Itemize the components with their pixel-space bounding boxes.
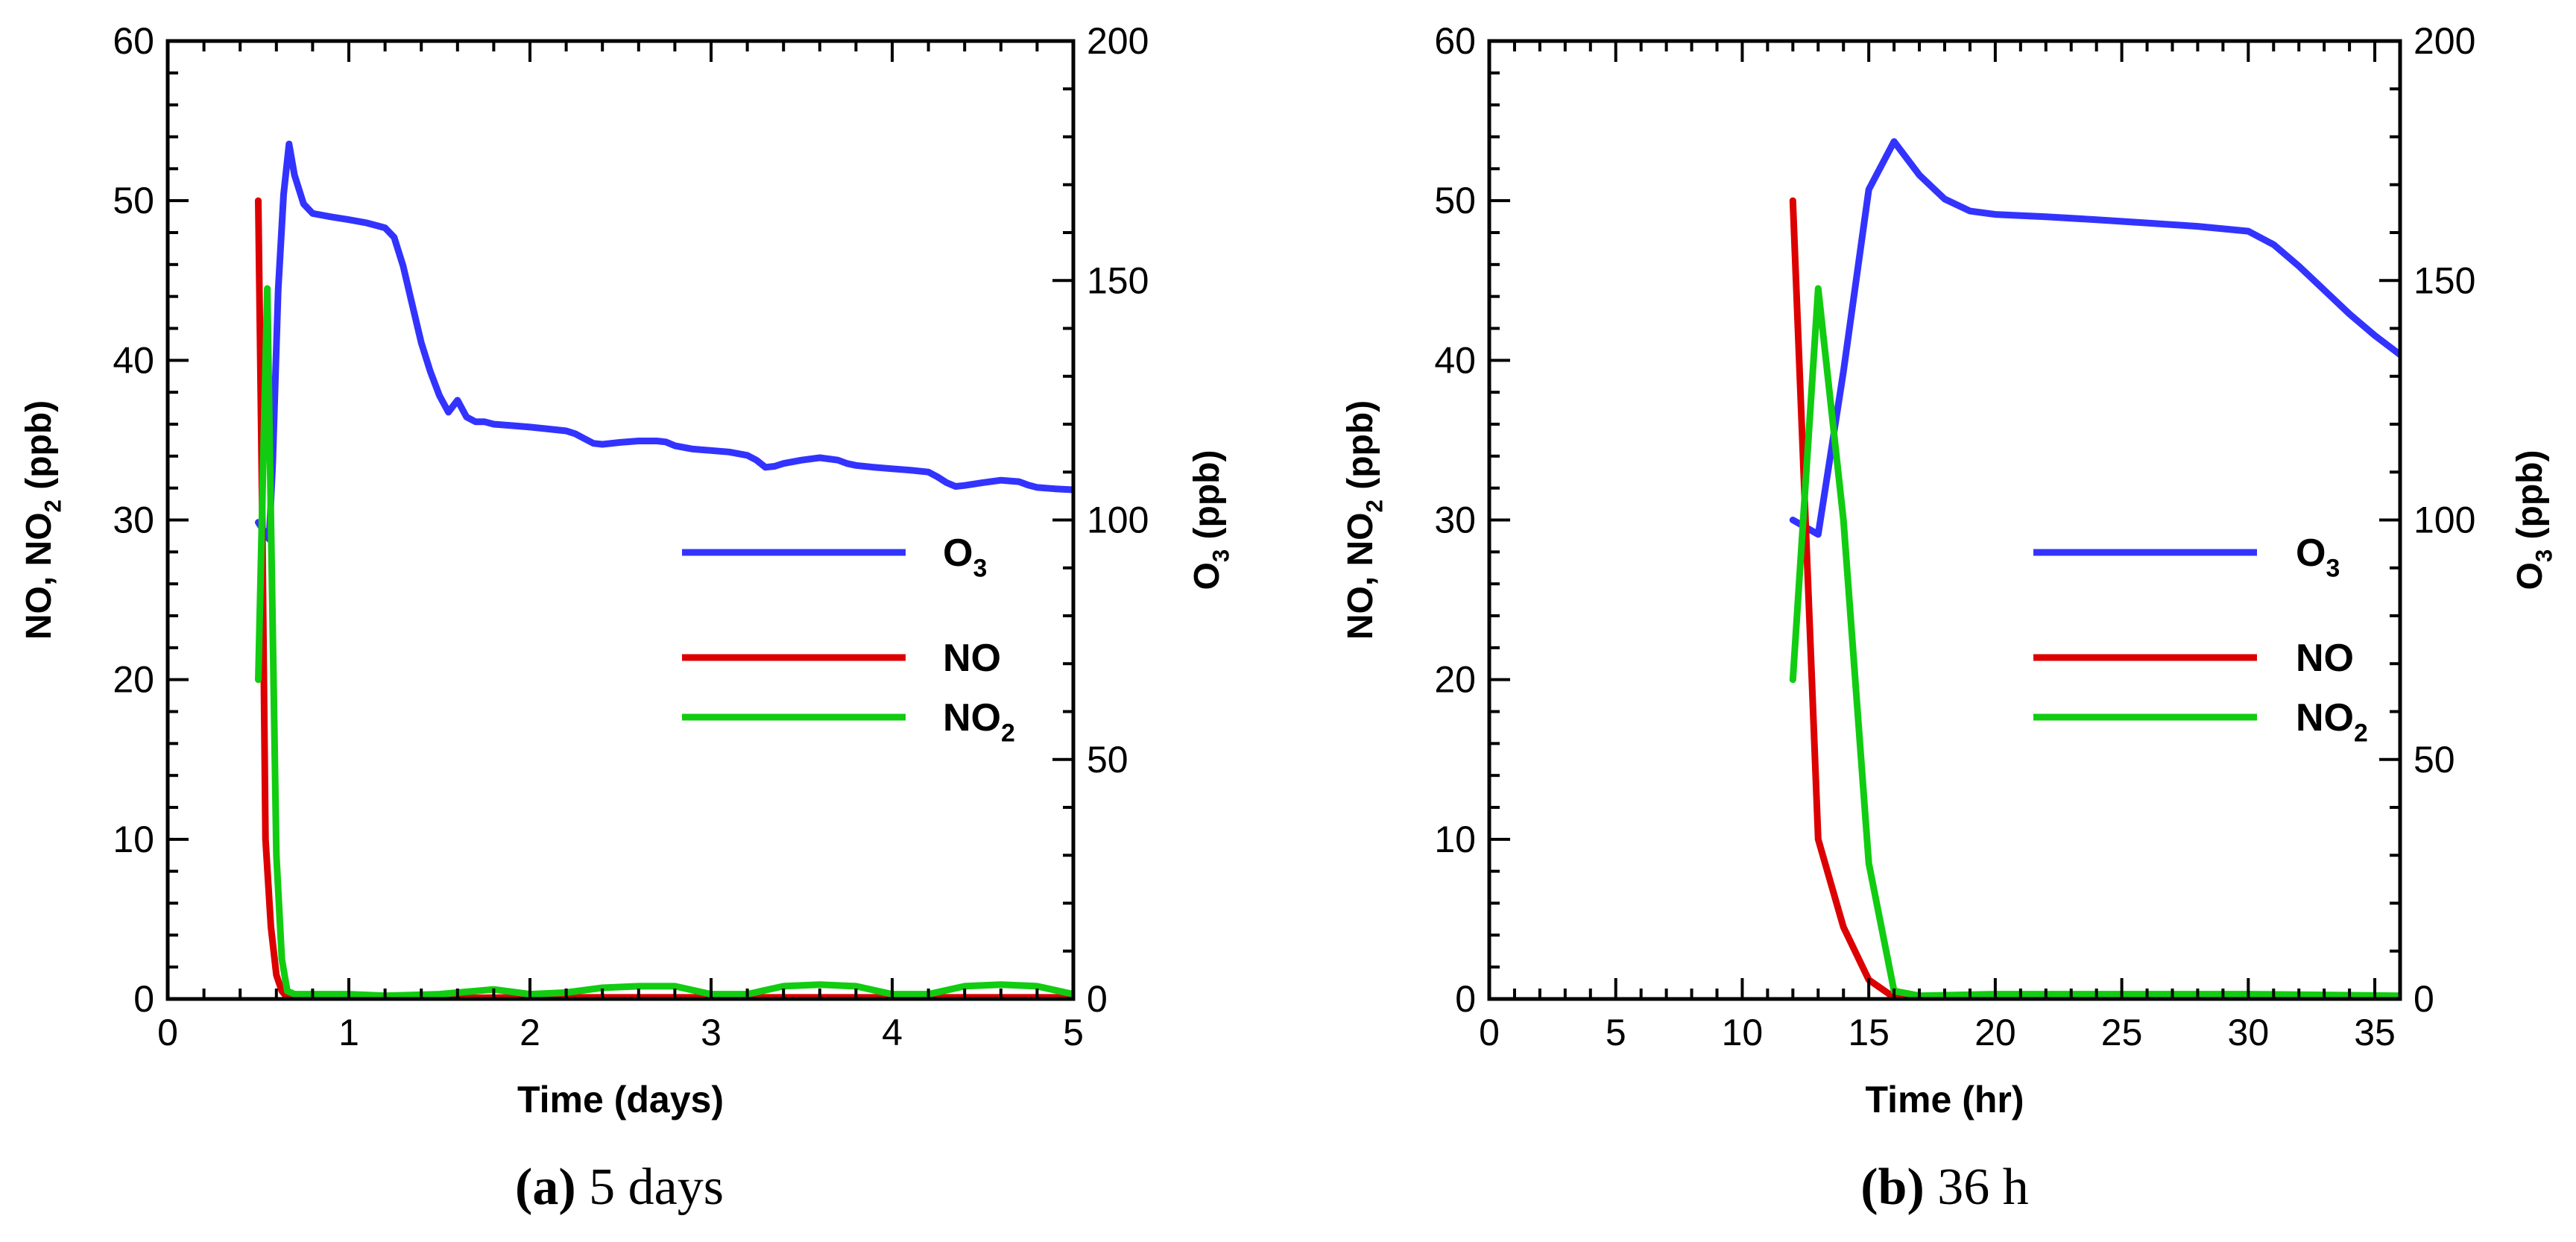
x-tick-label: 15 bbox=[1848, 1012, 1890, 1053]
y-right-tick-label: 150 bbox=[2414, 259, 2475, 301]
y-right-axis-title: O3 (ppb) bbox=[2510, 450, 2557, 590]
x-axis-title: Time (days) bbox=[517, 1079, 724, 1120]
y-right-tick-label: 0 bbox=[1087, 978, 1108, 1020]
legend-label-o3: O3 bbox=[943, 532, 987, 583]
y-left-tick-label: 40 bbox=[1434, 339, 1476, 381]
y-left-tick-label: 60 bbox=[113, 20, 154, 62]
y-left-tick-label: 0 bbox=[133, 978, 154, 1020]
legend-label-o3: O3 bbox=[2296, 532, 2340, 583]
series-line-o3 bbox=[1789, 138, 2400, 538]
x-tick-label: 35 bbox=[2354, 1012, 2396, 1053]
legend-label-no2: NO2 bbox=[943, 696, 1015, 748]
x-tick-label: 4 bbox=[882, 1012, 903, 1053]
x-tick-label: 1 bbox=[338, 1012, 359, 1053]
y-right-tick-label: 50 bbox=[1087, 739, 1128, 781]
y-left-tick-label: 10 bbox=[1434, 819, 1476, 860]
series-line-o3 bbox=[255, 140, 1073, 543]
y-left-axis-title: NO, NO2 (ppb) bbox=[19, 400, 66, 640]
x-tick-label: 10 bbox=[1722, 1012, 1764, 1053]
y-left-tick-label: 20 bbox=[1434, 659, 1476, 701]
y-left-tick-label: 30 bbox=[1434, 499, 1476, 541]
y-right-tick-label: 100 bbox=[1087, 499, 1149, 541]
y-left-axis-title: NO, NO2 (ppb) bbox=[1341, 400, 1387, 640]
series-line-no bbox=[1789, 197, 2400, 999]
panel-caption: (b) 36 h bbox=[1860, 1159, 2029, 1216]
x-tick-label: 25 bbox=[2101, 1012, 2143, 1053]
y-right-tick-label: 150 bbox=[1087, 259, 1149, 301]
y-left-tick-label: 30 bbox=[113, 499, 154, 541]
series-line-no2 bbox=[1789, 285, 2400, 999]
legend-label-no2: NO2 bbox=[2296, 696, 2368, 748]
x-tick-label: 3 bbox=[701, 1012, 722, 1053]
y-right-tick-label: 50 bbox=[2414, 739, 2455, 781]
series-line-no bbox=[255, 197, 1073, 999]
plot-frame bbox=[165, 39, 1076, 1001]
legend: O3 NO NO2 bbox=[2033, 532, 2368, 748]
panel-caption: (a) 5 days bbox=[515, 1159, 724, 1216]
chart-panel-b: 0 5 10 15 20 25 30 35 0 10 20 30 40 50 60 0 50 100 150 200 T… bbox=[1341, 20, 2557, 1216]
x-tick-label: 0 bbox=[1479, 1012, 1500, 1053]
legend-label-no: NO bbox=[2296, 637, 2354, 680]
y-left-tick-label: 20 bbox=[113, 659, 154, 701]
x-tick-label: 0 bbox=[157, 1012, 178, 1053]
x-tick-label: 2 bbox=[520, 1012, 540, 1053]
y-left-tick-label: 0 bbox=[1455, 978, 1476, 1020]
x-axis-title: Time (hr) bbox=[1866, 1079, 2024, 1120]
y-right-tick-label: 200 bbox=[2414, 20, 2475, 62]
x-tick-label: 5 bbox=[1063, 1012, 1084, 1053]
y-right-tick-label: 100 bbox=[2414, 499, 2475, 541]
legend-label-no: NO bbox=[943, 637, 1001, 680]
y-left-tick-label: 50 bbox=[113, 180, 154, 221]
x-tick-label: 30 bbox=[2228, 1012, 2270, 1053]
y-left-tick-label: 40 bbox=[113, 339, 154, 381]
y-left-tick-label: 10 bbox=[113, 819, 154, 860]
y-left-tick-label: 60 bbox=[1434, 20, 1476, 62]
legend: O3 NO NO2 bbox=[682, 532, 1015, 748]
x-tick-label: 5 bbox=[1606, 1012, 1626, 1053]
y-right-tick-label: 0 bbox=[2414, 978, 2434, 1020]
y-left-tick-label: 50 bbox=[1434, 180, 1476, 221]
y-right-axis-title: O3 (ppb) bbox=[1187, 450, 1234, 590]
y-right-tick-label: 200 bbox=[1087, 20, 1149, 62]
plot-frame bbox=[1487, 39, 2402, 1001]
x-tick-label: 20 bbox=[1974, 1012, 2016, 1053]
